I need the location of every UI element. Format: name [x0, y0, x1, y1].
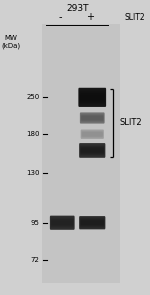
FancyBboxPatch shape — [80, 112, 105, 124]
FancyBboxPatch shape — [80, 93, 105, 102]
FancyBboxPatch shape — [51, 218, 74, 228]
FancyBboxPatch shape — [81, 131, 103, 138]
FancyBboxPatch shape — [82, 132, 103, 137]
FancyBboxPatch shape — [81, 148, 104, 153]
Text: SLIT2: SLIT2 — [124, 13, 145, 22]
FancyBboxPatch shape — [79, 217, 105, 229]
FancyBboxPatch shape — [50, 216, 75, 230]
Text: 293T: 293T — [66, 4, 88, 13]
FancyBboxPatch shape — [80, 145, 105, 156]
FancyBboxPatch shape — [51, 221, 73, 225]
FancyBboxPatch shape — [81, 130, 104, 139]
FancyBboxPatch shape — [81, 115, 103, 120]
Text: 95: 95 — [31, 220, 40, 226]
FancyBboxPatch shape — [80, 113, 104, 123]
FancyBboxPatch shape — [80, 219, 104, 227]
FancyBboxPatch shape — [80, 95, 104, 100]
FancyBboxPatch shape — [80, 219, 104, 226]
FancyBboxPatch shape — [80, 147, 104, 154]
FancyBboxPatch shape — [78, 88, 106, 107]
FancyBboxPatch shape — [81, 130, 103, 138]
FancyBboxPatch shape — [50, 216, 74, 229]
Text: 72: 72 — [31, 257, 40, 263]
FancyBboxPatch shape — [51, 218, 74, 227]
FancyBboxPatch shape — [81, 116, 103, 120]
FancyBboxPatch shape — [79, 89, 106, 106]
Text: 250: 250 — [27, 94, 40, 100]
Text: MW
(kDa): MW (kDa) — [1, 35, 20, 49]
FancyBboxPatch shape — [81, 221, 104, 225]
FancyBboxPatch shape — [81, 115, 103, 121]
FancyBboxPatch shape — [80, 146, 104, 155]
FancyBboxPatch shape — [81, 220, 104, 225]
Text: -: - — [58, 12, 62, 22]
FancyBboxPatch shape — [80, 94, 105, 101]
FancyBboxPatch shape — [79, 92, 105, 103]
FancyBboxPatch shape — [80, 113, 104, 123]
Bar — [42, 24, 120, 283]
FancyBboxPatch shape — [81, 148, 104, 153]
FancyBboxPatch shape — [81, 114, 104, 122]
FancyBboxPatch shape — [80, 218, 105, 227]
FancyBboxPatch shape — [51, 219, 74, 226]
FancyBboxPatch shape — [79, 216, 105, 230]
FancyBboxPatch shape — [82, 132, 102, 136]
FancyBboxPatch shape — [80, 217, 105, 228]
FancyBboxPatch shape — [81, 114, 104, 122]
FancyBboxPatch shape — [51, 220, 73, 226]
FancyBboxPatch shape — [79, 143, 105, 158]
Text: SLIT2: SLIT2 — [120, 118, 143, 127]
FancyBboxPatch shape — [81, 131, 103, 137]
FancyBboxPatch shape — [79, 91, 105, 104]
FancyBboxPatch shape — [79, 144, 105, 157]
Text: 180: 180 — [26, 131, 40, 137]
FancyBboxPatch shape — [79, 90, 106, 105]
Text: +: + — [86, 12, 94, 22]
FancyBboxPatch shape — [80, 145, 105, 156]
FancyBboxPatch shape — [82, 132, 103, 137]
FancyBboxPatch shape — [50, 217, 74, 228]
Text: 130: 130 — [26, 170, 40, 176]
